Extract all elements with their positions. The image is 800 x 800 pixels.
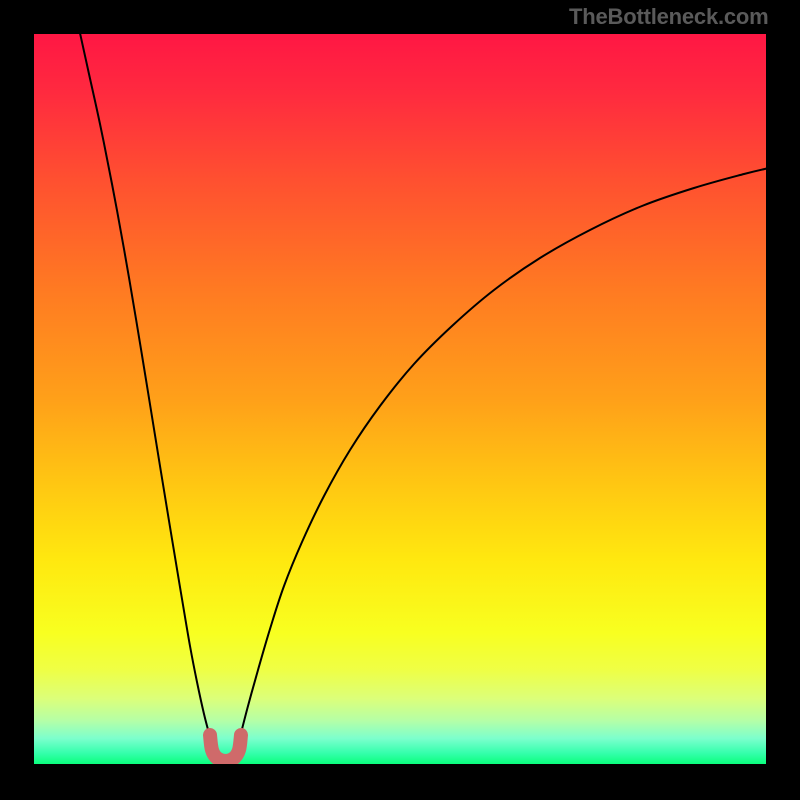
chart-frame: TheBottleneck.com [0, 0, 800, 800]
curve-left-branch [78, 24, 210, 737]
curve-right-branch [240, 168, 769, 737]
curve-layer [0, 0, 800, 800]
watermark-text: TheBottleneck.com [569, 4, 769, 30]
valley-marker [210, 735, 241, 761]
